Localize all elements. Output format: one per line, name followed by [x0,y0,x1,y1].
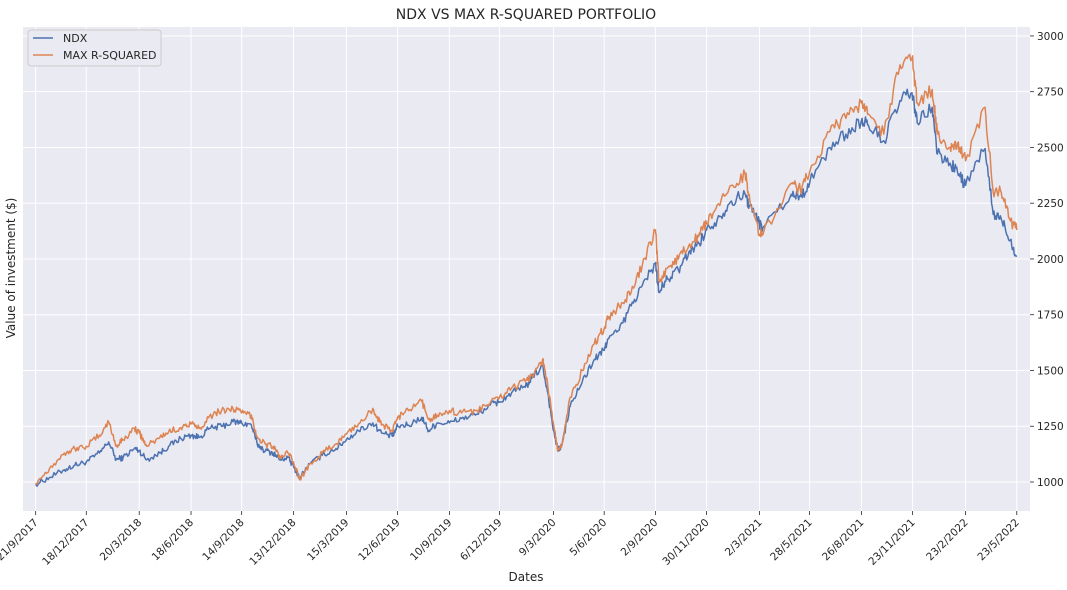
legend: NDX MAX R-SQUARED [27,29,162,67]
y-tick-label: 2000 [1037,254,1064,266]
chart-title: NDX VS MAX R-SQUARED PORTFOLIO [396,7,656,23]
series-line-ndx [35,88,1018,487]
x-tick-label: 6/12/2019 [458,517,505,564]
y-tick-label: 1750 [1037,310,1064,322]
x-tick-label: 23/2/2022 [924,517,971,564]
legend-label: MAX R-SQUARED [63,49,157,62]
x-tick-label: 10/9/2019 [408,517,455,564]
y-tick-label: 1250 [1037,421,1064,433]
x-tick-label: 26/8/2021 [820,517,867,564]
x-tick-label: 9/3/2020 [517,517,559,559]
x-tick-label: 12/6/2019 [356,517,403,564]
x-axis-label: Dates [509,570,544,584]
x-tick-label: 20/3/2018 [98,517,145,564]
series-line-max-r-squared [35,53,1018,486]
x-tick-label: 23/11/2021 [866,517,917,568]
x-tick-label: 14/9/2018 [200,517,247,564]
y-axis-label: Value of investment ($) [4,198,18,339]
x-tick-label: 28/5/2021 [768,517,815,564]
y-tick-label: 1500 [1037,365,1064,377]
x-tick-label: 23/5/2022 [975,517,1022,564]
legend-label: NDX [63,32,88,45]
x-tick-label: 2/3/2021 [723,517,765,559]
y-tick-label: 2750 [1037,87,1064,99]
plot-background [23,27,1030,511]
series-layer [35,53,1018,487]
x-tick-label: 5/6/2020 [567,517,609,559]
legend-box [27,29,162,67]
x-tick-label: 13/12/2018 [247,517,298,568]
y-tick-label: 3000 [1037,31,1064,43]
x-tick-label: 15/3/2019 [305,517,352,564]
y-tick-label: 2500 [1037,142,1064,154]
x-tick-label: 2/9/2020 [619,517,661,559]
x-tick-label: 18/6/2018 [150,517,197,564]
x-tick-label: 18/12/2017 [40,517,91,568]
x-tick-label: 30/11/2020 [660,517,711,568]
x-tick-label: 21/9/2017 [0,517,41,564]
grid-lines [23,27,1030,511]
y-tick-label: 1000 [1037,477,1064,489]
y-tick-label: 2250 [1037,198,1064,210]
